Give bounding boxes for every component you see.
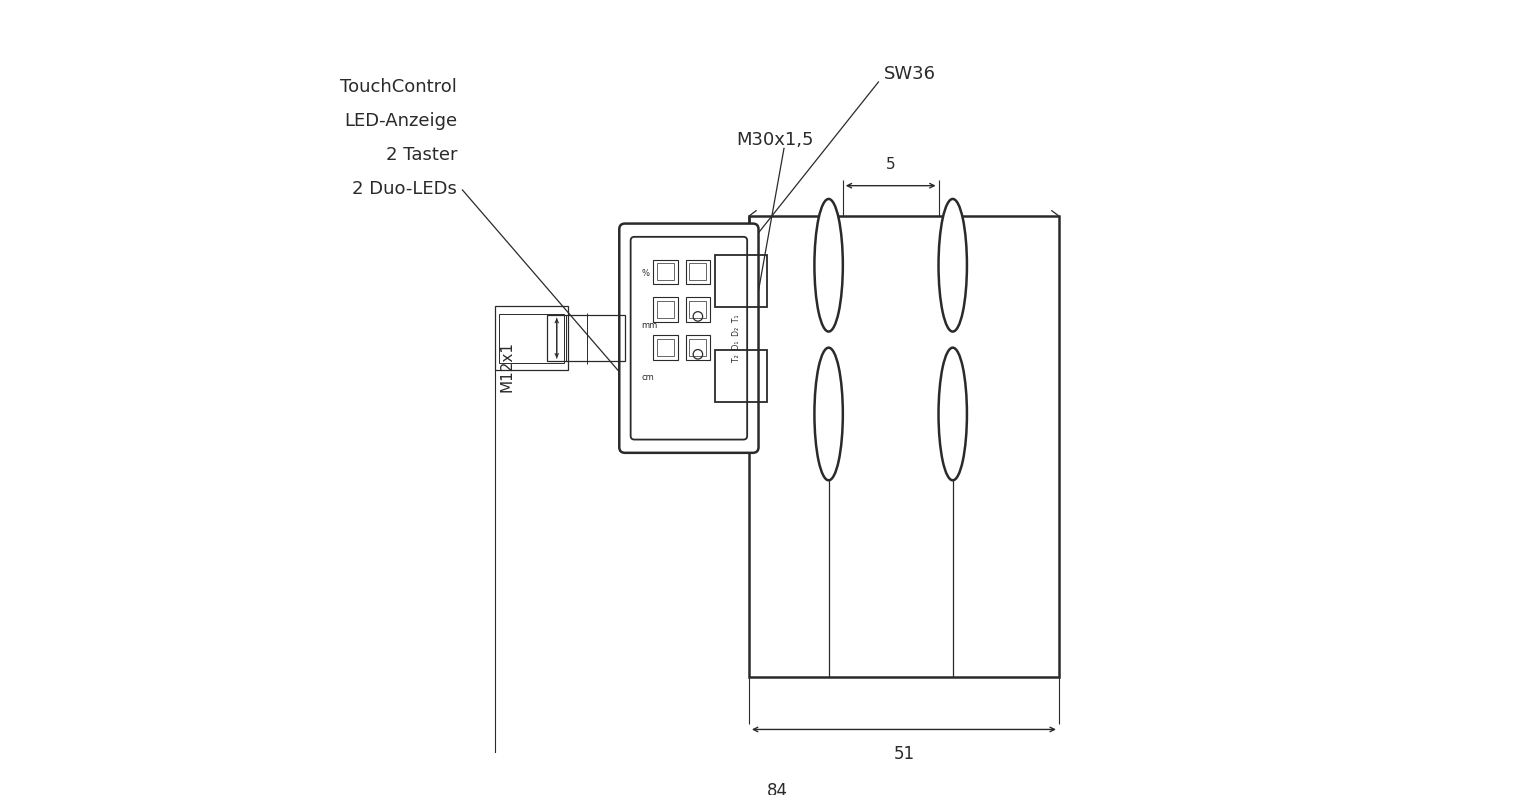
Bar: [657, 339, 674, 356]
FancyBboxPatch shape: [631, 237, 746, 440]
Bar: [499, 313, 564, 363]
Bar: [685, 297, 710, 322]
Text: SW36: SW36: [883, 65, 935, 83]
Ellipse shape: [938, 199, 968, 332]
Text: TouchControl: TouchControl: [341, 78, 458, 96]
Ellipse shape: [814, 199, 843, 332]
Ellipse shape: [814, 347, 843, 480]
Ellipse shape: [938, 347, 968, 480]
Bar: [653, 260, 677, 284]
Bar: [657, 301, 674, 318]
Bar: [657, 263, 674, 281]
Text: M12x1: M12x1: [499, 341, 515, 392]
Bar: [547, 316, 625, 361]
Bar: [495, 306, 568, 370]
Text: M30x1,5: M30x1,5: [737, 131, 814, 149]
Bar: [714, 255, 766, 307]
Text: 2 Duo-LEDs: 2 Duo-LEDs: [352, 180, 458, 199]
Bar: [685, 335, 710, 360]
Text: cm: cm: [641, 374, 654, 382]
Bar: [714, 350, 766, 401]
Text: T₂  D₁  D₂  T₁: T₂ D₁ D₂ T₁: [733, 315, 742, 362]
Text: 84: 84: [766, 782, 788, 795]
Bar: [750, 216, 1058, 677]
Bar: [690, 263, 707, 281]
Text: 5: 5: [886, 157, 895, 173]
Text: 2 Taster: 2 Taster: [386, 146, 458, 165]
Bar: [653, 335, 677, 360]
Bar: [653, 297, 677, 322]
FancyBboxPatch shape: [619, 223, 759, 453]
Bar: [685, 260, 710, 284]
Text: mm: mm: [641, 321, 657, 331]
Text: %: %: [641, 270, 650, 278]
Text: 51: 51: [894, 745, 914, 762]
Bar: [690, 339, 707, 356]
Text: LED-Anzeige: LED-Anzeige: [344, 112, 458, 130]
Bar: [690, 301, 707, 318]
